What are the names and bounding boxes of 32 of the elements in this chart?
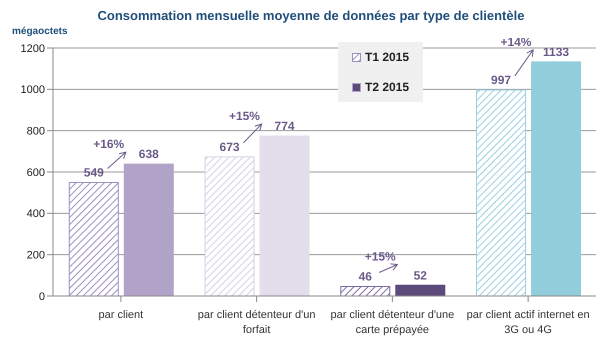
annotation: +15% (228, 109, 260, 124)
data-label: 1133 (543, 44, 570, 59)
data-label: 638 (138, 147, 160, 162)
y-tick-label: 800 (26, 126, 45, 138)
bar (340, 286, 390, 296)
x-tick-label: par client détenteur d'un forfait (198, 309, 316, 336)
y-tick-label: 1000 (20, 84, 45, 96)
annotation: +16% (93, 137, 125, 152)
bar (476, 89, 526, 296)
chart-title: Consommation mensuelle moyenne de données par type de clientèle (96, 8, 526, 25)
data-label: 997 (491, 72, 512, 87)
y-tick-label: 600 (26, 166, 45, 179)
bar (68, 182, 119, 296)
bar (395, 284, 446, 296)
data-label: 52 (414, 268, 428, 282)
legend-label: T2 2015 (365, 80, 410, 94)
bar (531, 61, 582, 296)
y-tick-label: 400 (26, 208, 45, 220)
bar (204, 156, 255, 296)
x-tick-label: par client (98, 309, 144, 321)
x-tick-label: par client actif internet en 3G ou 4G (466, 309, 590, 336)
y-tick-label: 0 (38, 290, 45, 303)
x-tick-label: par client détenteur d'une carte prépayée (330, 309, 454, 336)
y-tick-label: 200 (26, 250, 45, 262)
bar (260, 136, 310, 296)
data-label: 774 (274, 119, 295, 134)
data-label: 673 (220, 140, 240, 154)
y-tick-label: 1200 (20, 42, 45, 55)
y-axis-title: mégaoctets (12, 26, 68, 37)
legend-label: T1 2015 (365, 50, 410, 64)
data-label: 46 (358, 269, 372, 284)
bar (124, 164, 174, 296)
